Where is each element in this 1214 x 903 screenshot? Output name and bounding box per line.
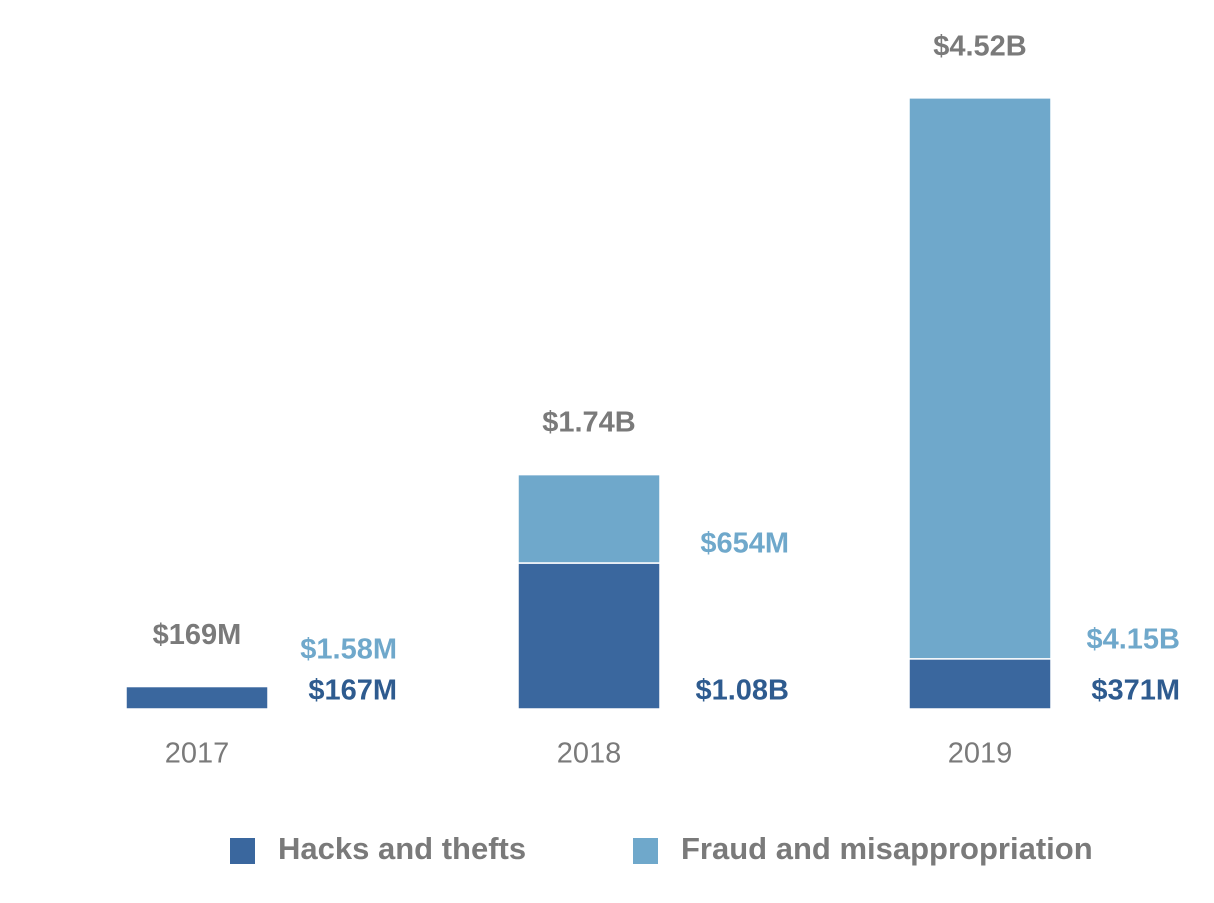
x-tick-label: 2017 [165,738,230,770]
total-label: $169M [153,619,242,651]
bar-segment [517,473,661,564]
bar-segment [517,562,661,710]
bar-segment [908,658,1052,710]
x-tick-label: 2019 [948,738,1013,770]
value-label: $167M [308,675,397,707]
value-label: $1.08B [695,675,789,707]
bar-segment [908,97,1052,660]
x-tick-label: 2018 [557,738,622,770]
total-label: $1.74B [542,406,636,438]
total-label: $4.52B [933,31,1027,63]
legend-label: Hacks and thefts [278,831,526,866]
legend-swatch [230,838,255,864]
value-label: $371M [1091,675,1180,707]
bar-segment [125,685,269,710]
value-label: $4.15B [1086,624,1180,656]
value-label: $654M [700,528,789,560]
value-label: $1.58M [300,634,397,666]
legend-swatch [633,838,658,864]
legend-label: Fraud and misappropriation [681,831,1093,866]
